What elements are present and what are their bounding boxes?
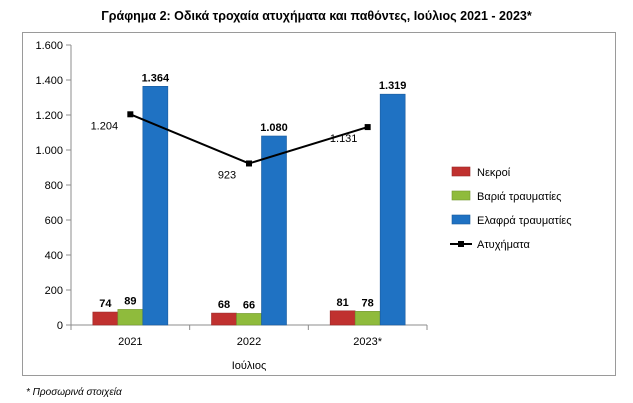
x-tick-label: 2022	[237, 336, 261, 348]
legend-swatch	[451, 214, 471, 225]
y-tick-label: 800	[45, 180, 63, 192]
bar-data-label: 1.319	[379, 80, 407, 92]
bar-data-label: 78	[362, 297, 374, 309]
bar-0-0	[92, 311, 119, 326]
bar-2-1	[261, 135, 287, 326]
y-tick-label: 600	[45, 215, 63, 227]
y-tick-label: 1.200	[35, 110, 63, 122]
y-tick-label: 400	[45, 250, 63, 262]
legend-swatch	[451, 190, 471, 201]
y-tick-label: 1.000	[35, 145, 63, 157]
legend-entry: Νεκροί	[477, 167, 511, 179]
x-tick-label: 2023*	[353, 336, 382, 348]
bar-1-0	[117, 309, 144, 326]
bar-data-label: 68	[218, 299, 230, 311]
y-tick-label: 0	[57, 320, 63, 332]
x-tick-label: 2021	[118, 336, 142, 348]
footnote: * Προσωρινά στοιχεία	[26, 387, 122, 398]
bar-1-2	[354, 311, 381, 326]
line-data-label: 1.204	[91, 120, 119, 132]
y-tick-label: 1.400	[35, 75, 63, 87]
bar-1-1	[236, 313, 262, 326]
bar-data-label: 81	[337, 297, 349, 309]
bar-data-label: 1.080	[260, 122, 288, 134]
bar-data-label: 1.364	[142, 72, 170, 84]
bar-data-label: 74	[99, 298, 112, 310]
chart-plot: 0 200 400 600 800 1.000 1.200 1.400 1.600 2021 202…	[35, 40, 572, 372]
legend-entry: Ατυχήματα	[477, 239, 530, 251]
chart-title: Γράφημα 2: Οδικά τροχαία ατυχήματα και π…	[101, 9, 532, 23]
legend-swatch	[451, 166, 471, 177]
line-point	[246, 160, 252, 167]
line-data-label: 1.131	[330, 133, 358, 145]
bar-data-label: 89	[124, 295, 136, 307]
line-point	[127, 111, 134, 118]
y-tick-label: 1.600	[35, 40, 63, 52]
bar-0-2	[329, 310, 356, 326]
line-data-label: 923	[218, 169, 236, 181]
x-axis-title: Ιούλιος	[232, 360, 267, 372]
bar-data-label: 66	[243, 299, 255, 311]
line-point	[364, 124, 371, 131]
bar-0-1	[211, 312, 237, 326]
bar-2-0	[142, 85, 169, 326]
legend-entry: Βαριά τραυματίες	[477, 191, 561, 203]
legend-line-marker	[458, 241, 464, 247]
legend-entry: Ελαφρά τραυματίες	[477, 215, 572, 227]
y-tick-label: 200	[45, 285, 63, 297]
chart-frame: 0 200 400 600 800 1.000 1.200 1.400 1.600 2021 202…	[22, 32, 616, 376]
bar-2-2	[379, 93, 406, 326]
